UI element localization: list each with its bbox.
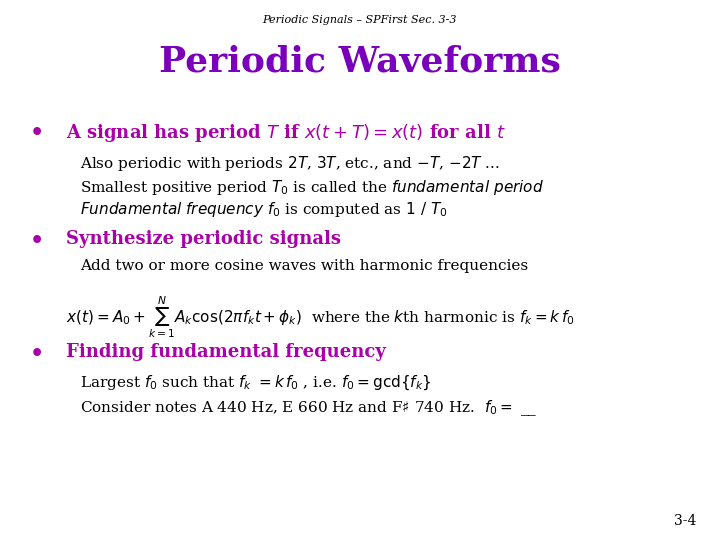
Text: Add two or more cosine waves with harmonic frequencies: Add two or more cosine waves with harmon… <box>80 259 528 273</box>
Text: •: • <box>30 342 45 365</box>
Text: Largest $f_0$ such that $f_k\ =k\,f_0$ , i.e. $f_0=\mathrm{gcd}\{f_k\}$: Largest $f_0$ such that $f_k\ =k\,f_0$ ,… <box>80 373 432 392</box>
Text: $x(t)=A_0+\sum_{k=1}^{N}A_k\cos(2\pi f_k t+\phi_k)$  where the $k$th harmonic is: $x(t)=A_0+\sum_{k=1}^{N}A_k\cos(2\pi f_k… <box>66 294 575 340</box>
Text: A signal has period $\mathit{T}$ if $\mathit{x}(\mathit{t}+\mathit{T})=\mathit{x: A signal has period $\mathit{T}$ if $\ma… <box>66 122 505 144</box>
Text: Finding fundamental frequency: Finding fundamental frequency <box>66 342 386 361</box>
Text: •: • <box>30 230 45 252</box>
Text: 3-4: 3-4 <box>674 514 696 528</box>
Text: Smallest positive period $\mathit{T}_0$ is called the $\mathit{fundamental\ peri: Smallest positive period $\mathit{T}_0$ … <box>80 178 544 197</box>
Text: Consider notes A 440 Hz, E 660 Hz and F$\sharp$ 740 Hz.  $f_0=$ __: Consider notes A 440 Hz, E 660 Hz and F$… <box>80 398 538 417</box>
Text: Periodic Waveforms: Periodic Waveforms <box>158 44 561 78</box>
Text: $\mathit{Fundamental\ frequency}$ $\mathit{f}_0$ is computed as $1\ /\ \mathit{T: $\mathit{Fundamental\ frequency}$ $\math… <box>80 200 448 219</box>
Text: Also periodic with periods $2\mathit{T}$, $3\mathit{T}$, etc., and $-\mathit{T}$: Also periodic with periods $2\mathit{T}$… <box>80 154 500 173</box>
Text: Synthesize periodic signals: Synthesize periodic signals <box>66 230 341 248</box>
Text: •: • <box>30 122 45 144</box>
Text: Periodic Signals – SPFirst Sec. 3-3: Periodic Signals – SPFirst Sec. 3-3 <box>262 15 457 25</box>
